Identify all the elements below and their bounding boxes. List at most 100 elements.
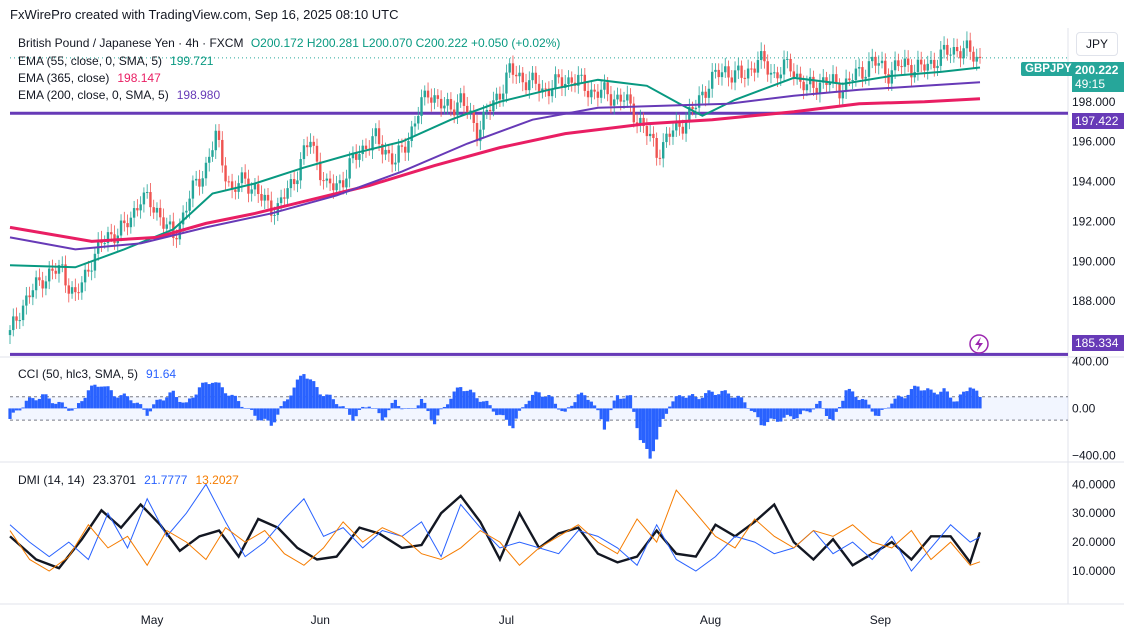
cci-bar [292, 387, 296, 409]
cci-bar [142, 408, 146, 410]
cci-bar [802, 408, 806, 411]
candle-body [436, 95, 440, 99]
cci-bar [93, 384, 97, 409]
cci-bar [710, 391, 714, 409]
cci-bar [962, 391, 966, 409]
candle-body [665, 133, 668, 143]
cci-bar [945, 391, 949, 409]
cci-bar [57, 401, 61, 409]
cci-bar [867, 404, 871, 409]
candle-body [916, 59, 920, 72]
dmi-label: DMI (14, 14) [18, 473, 85, 487]
candle-body [603, 82, 606, 90]
candle-body [782, 59, 786, 75]
candle-body [854, 68, 858, 80]
cci-bar [400, 408, 404, 410]
candle-body [155, 207, 159, 213]
candle-body [567, 77, 570, 84]
cci-bar [818, 401, 822, 409]
candle-body [87, 269, 90, 272]
candle-body [893, 60, 897, 71]
candle-body [214, 130, 217, 151]
cci-bar [390, 402, 394, 409]
cci-bar [501, 408, 505, 416]
candle-body [433, 95, 436, 103]
candle-body [926, 63, 929, 71]
cci-bar [596, 408, 600, 411]
dmi-legend[interactable]: DMI (14, 14) 23.3701 21.7777 13.2027 [18, 473, 243, 487]
cci-bar [478, 401, 482, 409]
candle-body [515, 74, 518, 77]
candle-body [358, 154, 361, 160]
candle-body [831, 74, 835, 82]
cci-bar [557, 408, 561, 410]
cci-bar [547, 395, 551, 409]
candle-body [208, 156, 211, 163]
candle-body [93, 253, 97, 271]
cci-bar [655, 408, 659, 440]
candle-body [606, 82, 609, 95]
candle-body [955, 47, 959, 52]
candle-body [518, 72, 521, 77]
candle-body [626, 94, 629, 101]
candle-body [139, 204, 142, 211]
cci-bar [586, 399, 590, 409]
cci-bar [341, 406, 345, 409]
cci-bar [713, 394, 718, 409]
cci-bar [250, 408, 254, 410]
candle-body [769, 72, 773, 75]
candle-body [629, 94, 632, 104]
cci-bar [452, 391, 456, 409]
cci-bar [21, 407, 25, 409]
cci-bar [406, 408, 411, 410]
cci-bar [788, 408, 793, 417]
cci-bar [54, 403, 58, 409]
cci-bar [929, 389, 933, 409]
cci-bar [419, 398, 424, 409]
cci-bar [922, 390, 927, 409]
cci-bar [472, 392, 476, 409]
ema365-legend[interactable]: EMA (365, close) 198.147 [18, 71, 165, 85]
currency-button[interactable]: JPY [1076, 32, 1118, 56]
candle-body [364, 145, 368, 150]
candle-body [586, 90, 590, 98]
cci-bar [824, 408, 829, 416]
cci-bar [968, 387, 972, 409]
candle-body [841, 90, 845, 99]
cci-bar [743, 402, 747, 409]
cci-bar [380, 408, 384, 421]
candle-body [903, 58, 907, 67]
cci-bar [338, 406, 342, 409]
cci-bar [690, 394, 695, 409]
candle-body [789, 58, 792, 72]
cci-bar [129, 400, 133, 409]
cci-bar [844, 390, 848, 409]
candle-body [217, 130, 221, 140]
cci-bar [50, 403, 55, 409]
candle-body [266, 194, 270, 201]
lightning-icon[interactable] [969, 334, 989, 354]
cci-bar [155, 399, 159, 409]
candle-body [80, 282, 84, 293]
candle-body [498, 93, 502, 100]
cci-bar [854, 396, 858, 409]
candle-body [292, 179, 296, 185]
price-tick-label: 188.000 [1072, 294, 1116, 308]
candle-body [730, 77, 733, 83]
cci-tick-label: 400.00 [1072, 355, 1109, 369]
candle-body [335, 183, 338, 191]
ema200-legend[interactable]: EMA (200, close, 0, SMA, 5) 198.980 [18, 88, 224, 102]
candle-body [90, 270, 93, 272]
cci-bar [99, 386, 104, 409]
cci-bar [593, 405, 597, 409]
candle-body [521, 72, 524, 83]
candle-body [145, 192, 149, 194]
horizontal-levels[interactable] [10, 57, 1068, 356]
cci-bar [573, 402, 577, 409]
candle-body [482, 111, 485, 130]
ema200-value: 198.980 [176, 88, 221, 102]
cci-legend[interactable]: CCI (50, hlc3, SMA, 5) 91.64 [18, 367, 180, 381]
candle-body [596, 91, 600, 98]
ema55-legend[interactable]: EMA (55, close, 0, SMA, 5) 199.721 [18, 54, 217, 68]
